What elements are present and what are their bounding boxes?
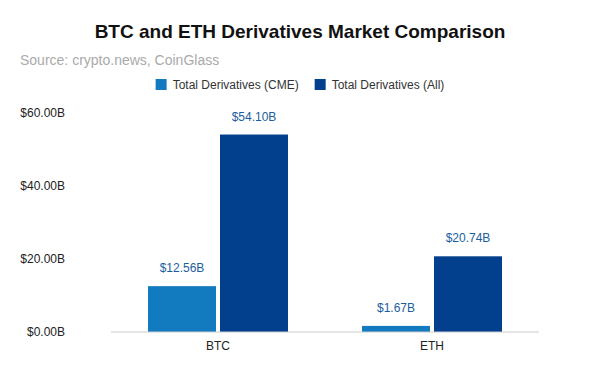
- x-tick-label: ETH: [420, 339, 444, 353]
- bars: [148, 135, 502, 332]
- y-tick-label: $20.00B: [20, 252, 65, 266]
- tick-mark: [66, 259, 68, 260]
- legend-label: Total Derivatives (CME): [173, 78, 299, 92]
- bar: [362, 326, 430, 332]
- chart: BTC and ETH Derivatives Market Compariso…: [0, 0, 600, 371]
- tick-mark: [66, 113, 68, 114]
- data-label: $12.56B: [160, 261, 205, 275]
- legend-swatch: [156, 79, 167, 90]
- bar: [434, 256, 502, 332]
- title: BTC and ETH Derivatives Market Compariso…: [95, 21, 506, 42]
- x-tick-label: BTC: [206, 339, 230, 353]
- legend-item: Total Derivatives (All): [315, 78, 445, 92]
- tick-mark: [66, 186, 68, 187]
- y-tick-label: $0.00B: [27, 325, 65, 339]
- data-label: $1.67B: [377, 301, 415, 315]
- x-axis-line: [111, 332, 539, 333]
- bar: [220, 135, 288, 332]
- data-label: $20.74B: [446, 231, 491, 245]
- legend-item: Total Derivatives (CME): [156, 78, 299, 92]
- legend-label: Total Derivatives (All): [332, 78, 445, 92]
- tick-mark: [66, 332, 68, 333]
- y-tick-label: $40.00B: [20, 179, 65, 193]
- y-tick-label: $60.00B: [20, 106, 65, 120]
- bar: [148, 286, 216, 332]
- subtitle: Source: crypto.news, CoinGlass: [20, 52, 219, 68]
- data-label: $54.10B: [232, 110, 277, 124]
- legend-swatch: [315, 79, 326, 90]
- data-labels: $12.56B $54.10B $1.67B $20.74B: [160, 110, 491, 315]
- legend: Total Derivatives (CME) Total Derivatives…: [156, 78, 445, 92]
